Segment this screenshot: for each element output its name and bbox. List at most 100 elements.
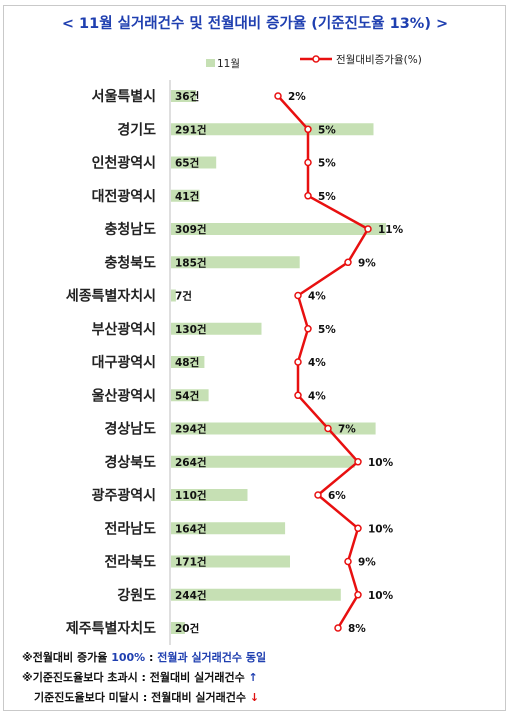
note-line-2: ※기준진도율보다 초과시 : 전월대비 실거래건수 ↑ xyxy=(22,668,266,688)
bars xyxy=(171,90,386,634)
category-label: 전라북도 xyxy=(104,554,156,571)
growth-point xyxy=(274,92,282,100)
growth-point xyxy=(354,524,362,533)
bar xyxy=(171,622,185,634)
bar-value-label: 65건 xyxy=(175,157,199,170)
bar xyxy=(171,588,341,601)
bar-value-label: 291건 xyxy=(175,123,207,136)
growth-label: 7% xyxy=(338,424,356,436)
bar-value-labels: 36건 291건 65건 41건 309건 185건 7건 130건 48건 54건 294건 264… xyxy=(175,90,207,635)
legend-bar-swatch xyxy=(206,59,215,67)
growth-label: 2% xyxy=(288,91,306,103)
growth-label: 10% xyxy=(368,523,394,535)
growth-label: 5% xyxy=(318,191,336,203)
growth-point xyxy=(344,557,352,566)
legend-bar-label: 11월 xyxy=(217,58,240,70)
growth-point xyxy=(354,591,362,599)
bar-value-label: 309건 xyxy=(175,223,207,236)
category-label: 인천광역시 xyxy=(92,155,156,172)
growth-label: 11% xyxy=(378,224,404,236)
note-line-1-prefix: ※전월대비 증가율 xyxy=(22,651,112,664)
category-label: 경기도 xyxy=(117,121,156,138)
bar-value-label: 54건 xyxy=(175,389,199,402)
growth-point xyxy=(334,624,342,632)
growth-label: 10% xyxy=(368,457,394,469)
legend-line-label: 전월대비증가율(%) xyxy=(336,54,422,66)
growth-label: 9% xyxy=(358,257,376,269)
bar xyxy=(171,189,200,202)
bar xyxy=(171,455,355,468)
bar xyxy=(171,289,176,302)
category-label: 대전광역시 xyxy=(92,188,156,205)
bar-value-label: 20건 xyxy=(175,622,199,635)
chart-title: < 11월 실거래건수 및 전월대비 증가율 (기준진도율 13%) > xyxy=(61,16,449,32)
growth-label: 6% xyxy=(328,490,346,502)
growth-label: 4% xyxy=(308,357,326,369)
growth-point xyxy=(294,358,302,366)
bar xyxy=(171,123,374,136)
bar-value-label: 294건 xyxy=(175,423,207,436)
category-label: 서울특별시 xyxy=(92,88,156,105)
bar-value-label: 110건 xyxy=(175,489,207,502)
bar xyxy=(171,389,209,402)
growth-point xyxy=(364,225,372,233)
legend: 11월 전월대비증가율(%) xyxy=(206,54,422,70)
growth-point xyxy=(314,491,322,499)
category-label: 대구광역시 xyxy=(92,354,156,371)
growth-label: 4% xyxy=(308,390,326,402)
category-label: 울산광역시 xyxy=(92,387,156,404)
up-arrow-icon: ↑ xyxy=(248,671,258,684)
bar-value-label: 130건 xyxy=(175,323,207,336)
bar xyxy=(171,356,205,368)
growth-label: 4% xyxy=(308,291,326,303)
category-label: 광주광역시 xyxy=(92,487,156,504)
category-label: 경상북도 xyxy=(104,454,156,471)
footnotes: ※전월대비 증가율 100% : 전월과 실거래건수 동일 ※기준진도율보다 초… xyxy=(22,648,266,708)
bar-value-label: 264건 xyxy=(175,456,207,469)
bar xyxy=(171,256,300,269)
growth-point xyxy=(294,391,302,400)
growth-point xyxy=(324,424,332,433)
category-label: 제주특별자치도 xyxy=(66,620,156,637)
growth-labels: 2% 5% 5% 5% 11% 9% 4% 5% 4% 4% 7% 10% 6% 10% 9% 10% 8% xyxy=(288,91,404,635)
bar xyxy=(171,555,290,568)
bar-value-label: 244건 xyxy=(175,589,207,602)
growth-point xyxy=(354,458,362,466)
growth-point xyxy=(304,158,312,167)
bar-value-label: 185건 xyxy=(175,256,207,269)
bar-value-label: 7건 xyxy=(175,290,192,303)
note-line-1: ※전월대비 증가율 100% : 전월과 실거래건수 동일 xyxy=(22,648,266,668)
category-label: 충청북도 xyxy=(104,255,156,271)
growth-point xyxy=(344,258,352,267)
growth-label: 9% xyxy=(358,557,376,569)
category-label: 경상남도 xyxy=(104,421,156,438)
category-label: 강원도 xyxy=(117,587,156,604)
growth-point xyxy=(304,125,312,134)
growth-label: 5% xyxy=(318,124,336,136)
category-label: 전라남도 xyxy=(104,520,156,537)
note-line-3: 기준진도율보다 미달시 : 전월대비 실거래건수 ↓ xyxy=(22,688,266,708)
down-arrow-icon: ↓ xyxy=(249,691,260,704)
growth-point xyxy=(304,192,312,200)
bar-value-label: 41건 xyxy=(175,190,199,203)
growth-label: 10% xyxy=(368,590,394,602)
growth-point xyxy=(304,325,312,333)
bar xyxy=(171,522,286,535)
growth-point xyxy=(294,291,302,300)
bar xyxy=(171,322,262,335)
growth-label: 5% xyxy=(318,158,336,170)
category-labels: 서울특별시경기도인천광역시대전광역시충청남도충청북도세종특별자치시부산광역시대구… xyxy=(66,88,156,637)
category-label: 충청남도 xyxy=(104,221,156,238)
bar xyxy=(171,223,386,235)
bar-value-label: 48건 xyxy=(175,356,199,369)
growth-label: 5% xyxy=(318,324,336,336)
note-line-1-suffix: 전월과 실거래건수 동일 xyxy=(157,651,267,664)
bar xyxy=(171,90,196,102)
legend-line-marker xyxy=(312,55,320,63)
growth-markers xyxy=(274,92,372,632)
note-line-3-text: 기준진도율보다 미달시 : 전월대비 실거래건수 xyxy=(34,691,250,704)
category-label: 세종특별자치시 xyxy=(66,288,156,305)
category-label: 부산광역시 xyxy=(92,321,156,338)
bar-value-label: 171건 xyxy=(175,556,207,569)
